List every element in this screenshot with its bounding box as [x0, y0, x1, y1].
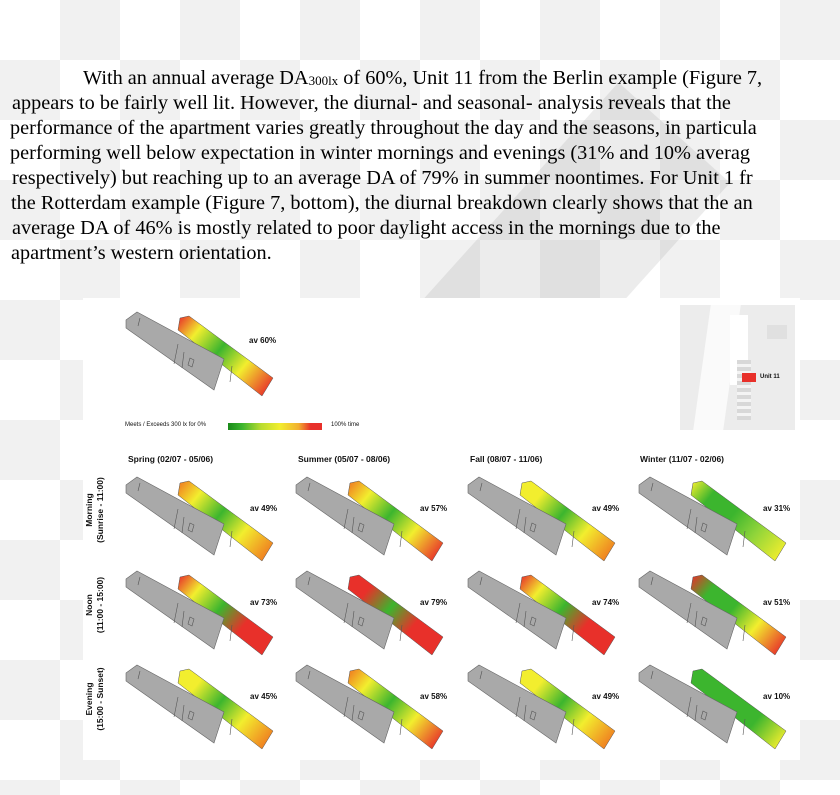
- floor-plan-details: [137, 482, 233, 548]
- season-header-fall: Fall (08/07 - 11/06): [470, 454, 543, 464]
- floor-plan-details: [137, 317, 233, 383]
- building-floor-plan: [295, 664, 395, 744]
- building-floor-plan: [125, 664, 225, 744]
- floor-plan-morning-0: [125, 476, 274, 562]
- daylight-heatmap: [519, 574, 616, 656]
- floor-plan-evening-1: [295, 664, 444, 750]
- period-name: Morning: [84, 493, 94, 527]
- row-label-evening: Evening (15:00 - Sunset): [84, 649, 106, 749]
- building-floor-plan: [467, 664, 567, 744]
- paragraph-line: average DA of 46% is mostly related to p…: [12, 217, 721, 239]
- floor-plan-details: [307, 482, 403, 548]
- figure-7: av 60% Meets / Exceeds 300 lx for 0% 100…: [83, 298, 800, 760]
- floor-plan-details: [137, 670, 233, 736]
- average-da-label: av 74%: [592, 598, 620, 607]
- daylight-heatmap: [347, 668, 444, 750]
- row-label-noon: Noon (11:00 - 15:00): [84, 555, 106, 655]
- period-range: (Sunrise - 11:00): [95, 477, 105, 543]
- line-text: of 60%, Unit 11 from the Berlin example …: [338, 67, 763, 89]
- period-name: Noon: [84, 594, 94, 616]
- building-floor-plan: [295, 476, 395, 556]
- floor-plan-details: [650, 576, 746, 642]
- period-range: (15:00 - Sunset): [95, 667, 105, 731]
- floor-plan-details: [307, 576, 403, 642]
- daylight-heatmap: [347, 574, 444, 656]
- floor-plan-details: [137, 576, 233, 642]
- floor-plan-noon-1: [295, 570, 444, 656]
- average-da-label: av 31%: [763, 504, 791, 513]
- floor-plan-details: [479, 670, 575, 736]
- annual-floor-plan: [125, 311, 274, 397]
- daylight-heatmap: [347, 480, 444, 562]
- season-header-summer: Summer (05/07 - 08/06): [298, 454, 391, 464]
- daylight-heatmap: [690, 574, 787, 656]
- daylight-heatmap: [177, 574, 274, 656]
- building-floor-plan: [638, 570, 738, 650]
- floor-plan-noon-2: [467, 570, 616, 656]
- annual-average-label: av 60%: [249, 336, 277, 345]
- paragraph-line: performance of the apartment varies grea…: [10, 117, 757, 139]
- floor-plan-details: [650, 482, 746, 548]
- building-floor-plan: [125, 476, 225, 556]
- average-da-label: av 51%: [763, 598, 791, 607]
- floor-plan-details: [650, 670, 746, 736]
- floor-plan-evening-2: [467, 664, 616, 750]
- legend-gradient-bar: [228, 423, 322, 430]
- average-da-label: av 57%: [420, 504, 448, 513]
- average-da-label: av 58%: [420, 692, 448, 701]
- paragraph-line: the Rotterdam example (Figure 7, bottom)…: [11, 192, 753, 214]
- daylight-heatmap: [690, 480, 787, 562]
- row-label-morning: Morning (Sunrise - 11:00): [84, 460, 106, 560]
- daylight-heatmap: [177, 315, 274, 397]
- period-name: Evening: [84, 682, 94, 716]
- legend-right-text: 100% time: [331, 422, 360, 428]
- subscript: 300lx: [308, 73, 339, 88]
- floor-plan-morning-2: [467, 476, 616, 562]
- floor-plan-noon-3: [638, 570, 787, 656]
- daylight-heatmap: [519, 668, 616, 750]
- average-da-label: av 49%: [250, 504, 278, 513]
- average-da-label: av 10%: [763, 692, 791, 701]
- line-text: With an annual average DA: [83, 67, 309, 89]
- building-floor-plan: [295, 570, 395, 650]
- floor-plan-evening-3: [638, 664, 787, 750]
- season-header-spring: Spring (02/07 - 05/06): [128, 454, 214, 464]
- paragraph-line: appears to be fairly well lit. However, …: [12, 92, 731, 114]
- unit-highlight: [742, 373, 756, 382]
- floor-plan-layer: [125, 311, 787, 750]
- floor-plan-morning-1: [295, 476, 444, 562]
- daylight-heatmap: [690, 668, 787, 750]
- floor-plan-noon-0: [125, 570, 274, 656]
- legend-left-text: Meets / Exceeds 300 lx for 0%: [125, 422, 207, 428]
- paragraph-line-1: With an annual average DA300lx of 60%, U…: [83, 66, 762, 92]
- building-floor-plan: [638, 664, 738, 744]
- average-da-label: av 49%: [592, 692, 620, 701]
- building-floor-plan: [125, 570, 225, 650]
- floor-plan-evening-0: [125, 664, 274, 750]
- building-floor-plan: [467, 570, 567, 650]
- period-range: (11:00 - 15:00): [95, 576, 105, 634]
- daylight-heatmap: [519, 480, 616, 562]
- paragraph-line: apartment’s western orientation.: [11, 242, 272, 264]
- unit-label: Unit 11: [760, 374, 780, 380]
- daylight-heatmap: [177, 668, 274, 750]
- average-da-label: av 45%: [250, 692, 278, 701]
- building-floor-plan: [467, 476, 567, 556]
- average-da-label: av 79%: [420, 598, 448, 607]
- building-floor-plan: [638, 476, 738, 556]
- building-floor-plan: [125, 311, 225, 391]
- floor-plan-morning-3: [638, 476, 787, 562]
- building-3d-view: Unit 11: [680, 305, 795, 430]
- average-da-label: av 73%: [250, 598, 278, 607]
- season-header-winter: Winter (11/07 - 02/06): [640, 454, 725, 464]
- paragraph-line: performing well below expectation in win…: [10, 142, 751, 164]
- average-da-label: av 49%: [592, 504, 620, 513]
- floor-plan-details: [307, 670, 403, 736]
- floor-plan-details: [479, 482, 575, 548]
- paragraph-line: respectively) but reaching up to an aver…: [12, 167, 753, 189]
- floor-plan-details: [479, 576, 575, 642]
- daylight-heatmap: [177, 480, 274, 562]
